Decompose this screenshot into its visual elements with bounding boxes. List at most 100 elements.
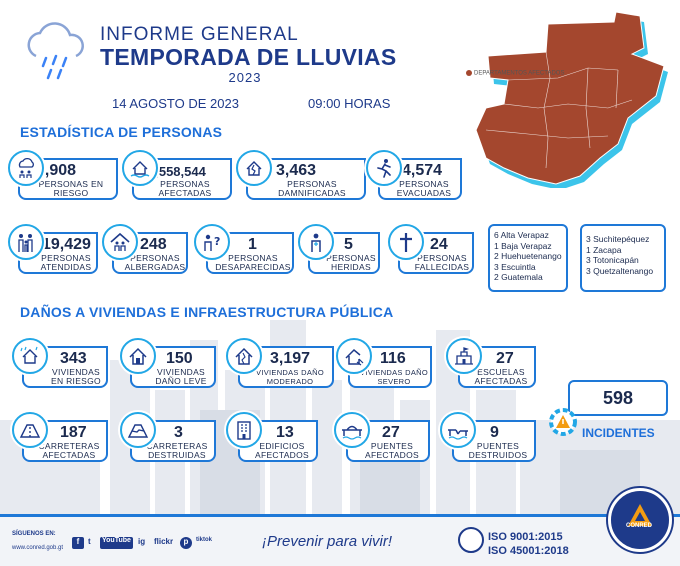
list-item: 1 Zacapa xyxy=(586,244,622,255)
question-person-icon: ? xyxy=(194,224,230,260)
tiktok-icon[interactable]: tiktok xyxy=(196,537,213,543)
rain-cloud-icon xyxy=(27,22,84,80)
map-departments-affected xyxy=(475,11,665,185)
stat-label: VIVIENDAS DAÑO MODERADO xyxy=(256,368,324,386)
stat-value: 1 xyxy=(248,236,257,253)
stat-value: 3,463 xyxy=(276,162,317,179)
list-item: 3 Escuintla xyxy=(494,261,536,272)
cross-icon xyxy=(388,224,424,260)
road-icon xyxy=(12,412,48,448)
report-date: 14 AGOSTO DE 2023 xyxy=(112,96,239,111)
stat-value: 24 xyxy=(430,236,448,253)
list-item: 2 Guatemala xyxy=(494,272,543,282)
twitter-icon[interactable]: t xyxy=(88,537,91,546)
stat-value: 4,574 xyxy=(402,162,443,179)
fallecidas-list-2: 3 Suchitepéquez 1 Zacapa 3 Totonicapán 3… xyxy=(580,224,666,292)
family-icon xyxy=(8,224,44,260)
list-item: 3 Totonicapán xyxy=(586,255,639,265)
stat-value: 187 xyxy=(60,424,87,441)
injured-person-icon xyxy=(298,224,334,260)
gear-warning-icon xyxy=(549,408,577,436)
bridge-broken-icon xyxy=(440,412,476,448)
house-flood-icon xyxy=(122,150,158,186)
footer: SÍGUENOS EN: www.conred.gob.gt f t YouTu… xyxy=(0,514,680,566)
legend-label: DEPARTAMENTOS AFECTADOS xyxy=(474,70,565,77)
list-item: 3 Suchitepéquez xyxy=(586,234,650,244)
instagram-icon[interactable]: ig xyxy=(138,537,146,546)
stat-label: EDIFICIOS AFECTADOS xyxy=(254,441,310,460)
card-viviendas-moderado: 3,197 VIVIENDAS DAÑO MODERADO xyxy=(238,346,334,388)
iso-seal-icon xyxy=(458,527,484,553)
stat-value: 248 xyxy=(140,236,167,253)
stat-value: 3,197 xyxy=(270,350,311,367)
map-legend: DEPARTAMENTOS AFECTADOS xyxy=(466,70,564,78)
list-item: 3 Quetzaltenango xyxy=(586,265,654,276)
list-item: 1 Baja Verapaz xyxy=(494,240,552,251)
card-carreteras-destruidas: 3 CARRETERAS DESTRUIDAS xyxy=(130,420,216,462)
stat-value: 5 xyxy=(344,236,353,253)
stat-label: PERSONAS ATENDIDAS xyxy=(40,253,92,272)
cloud-rain-people-icon xyxy=(8,150,44,186)
house-crack-icon xyxy=(226,338,262,374)
infra-section-title: DAÑOS A VIVIENDAS E INFRAESTRUCTURA PÚBL… xyxy=(20,304,394,320)
conred-logo xyxy=(608,488,672,552)
stat-label: ESCUELAS AFECTADAS xyxy=(474,367,528,386)
pinterest-icon[interactable]: p xyxy=(180,537,192,549)
follow-us-label: SÍGUENOS EN: xyxy=(12,531,56,537)
house-icon xyxy=(120,338,156,374)
stat-label: PERSONAS HERIDAS xyxy=(326,253,376,272)
incidentes-label: INCIDENTES xyxy=(582,426,655,440)
website-link[interactable]: www.conred.gob.gt xyxy=(12,545,64,551)
personas-section-title: ESTADÍSTICA DE PERSONAS xyxy=(20,124,223,140)
stat-value: 19,429 xyxy=(42,236,91,253)
stat-label: VIVIENDAS DAÑO LEVE xyxy=(155,367,207,386)
facebook-icon[interactable]: f xyxy=(72,537,84,549)
legend-dot-icon xyxy=(466,70,472,76)
stat-value: 343 xyxy=(60,350,87,367)
stat-value: 8,908 xyxy=(36,162,77,179)
stat-label: PERSONAS EVACUADAS xyxy=(396,179,452,198)
report-year: 2023 xyxy=(228,70,262,85)
stat-value: 3 xyxy=(174,424,183,441)
stat-value: 9 xyxy=(490,424,499,441)
house-collapse-icon xyxy=(336,338,372,374)
list-item: 2 Huehuetenango xyxy=(494,251,562,261)
iso-9001: ISO 9001:2015 xyxy=(488,531,563,543)
shelter-icon xyxy=(102,224,138,260)
stat-label: PERSONAS AFECTADAS xyxy=(158,179,212,198)
conred-name: CONRED xyxy=(626,523,653,529)
stat-label: PERSONAS DAMNIFICADAS xyxy=(278,179,346,198)
stat-label: VIVIENDAS DAÑO SEVERO xyxy=(360,368,428,386)
damaged-house-icon xyxy=(236,150,272,186)
fallecidas-list-1: 6 Alta Verapaz 1 Baja Verapaz 2 Huehuete… xyxy=(488,224,568,292)
stat-label: PERSONAS ALBERGADAS xyxy=(124,253,186,272)
running-person-icon xyxy=(366,150,402,186)
guatemala-map xyxy=(475,11,668,188)
youtube-icon[interactable]: YouTube xyxy=(100,537,133,549)
stat-value: 116 xyxy=(380,350,406,367)
report-subtitle: TEMPORADA DE LLUVIAS xyxy=(100,44,397,70)
stat-value: 1,558,544 xyxy=(148,164,206,179)
incidentes-value: 598 xyxy=(568,380,668,416)
school-icon xyxy=(446,338,482,374)
report-title: INFORME GENERAL xyxy=(100,24,299,45)
flickr-icon[interactable]: flickr xyxy=(154,537,174,546)
stat-label: CARRETERAS AFECTADAS xyxy=(38,441,100,460)
building-icon xyxy=(226,412,262,448)
stat-label: PUENTES DESTRUIDOS xyxy=(468,441,528,460)
road-broken-icon xyxy=(120,412,156,448)
iso-45001: ISO 45001:2018 xyxy=(488,545,569,557)
stat-label: PERSONAS EN RIESGO xyxy=(38,179,104,198)
bridge-icon xyxy=(334,412,370,448)
conred-triangle-icon xyxy=(628,504,652,526)
slogan: ¡Prevenir para vivir! xyxy=(262,533,393,550)
stat-label: CARRETERAS DESTRUIDAS xyxy=(146,441,208,460)
stat-label: PUENTES AFECTADOS xyxy=(364,441,420,460)
stat-value: 27 xyxy=(496,350,514,367)
stat-label: PERSONAS DESAPARECIDAS xyxy=(215,253,291,272)
stat-value: 27 xyxy=(382,424,400,441)
stat-label: VIVIENDAS EN RIESGO xyxy=(51,367,101,386)
stat-value: 13 xyxy=(276,424,294,441)
report-time: 09:00 HORAS xyxy=(308,96,391,111)
